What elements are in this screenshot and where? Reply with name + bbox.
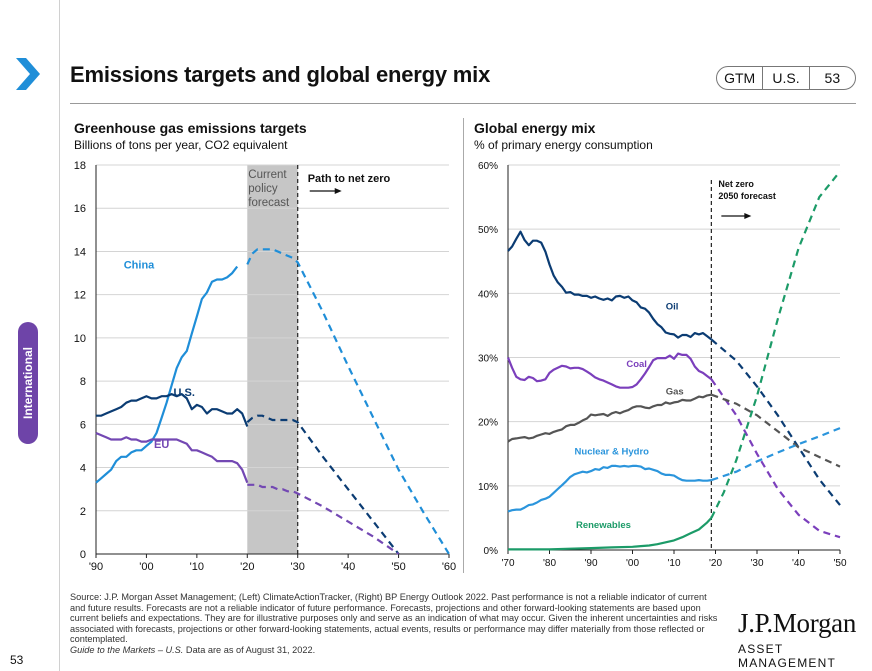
series-forecast-china [246,248,450,555]
y-tick-label: 20% [478,418,498,429]
x-tick-label: '10 [667,558,680,569]
y-tick-label: 8 [80,376,86,388]
gtm-badge: GTM U.S. 53 [716,66,856,90]
y-tick-label: 18 [74,160,86,172]
series-line-coal [506,352,713,389]
x-tick-label: '40 [341,561,355,573]
x-tick-label: '30 [291,561,305,573]
data-date: Data are as of August 31, 2022. [183,644,316,655]
x-tick-label: '30 [750,558,763,569]
page-number: 53 [10,653,24,667]
title-rule [70,103,856,104]
y-tick-label: 16 [74,203,86,215]
series-line-eu [95,431,249,484]
series-line-renewables [508,517,713,551]
series-forecast-eu [247,483,400,555]
series-label-u-s: U.S. [174,387,195,399]
logo-subtitle: ASSET MANAGEMENT [738,642,837,670]
series-label-eu: EU [154,439,169,451]
y-tick-label: 0 [80,549,86,561]
section-tab[interactable]: International [18,322,38,444]
left-margin-line [59,0,60,671]
series-label-china: China [124,260,155,272]
badge-region: U.S. [763,67,810,89]
y-tick-label: 10% [478,482,498,493]
x-tick-label: '00 [139,561,153,573]
x-tick-label: '40 [792,558,805,569]
left-chart-title: Greenhouse gas emissions targets [74,120,307,136]
series-line-gas [507,393,712,443]
y-tick-label: 50% [478,225,498,236]
band-label-line: forecast [248,197,290,209]
badge-gtm: GTM [717,67,764,89]
y-tick-label: 10 [74,333,86,345]
series-line-nuclear-hydro [507,464,712,513]
x-tick-label: '60 [442,561,456,573]
chart-divider [463,118,464,573]
x-tick-label: '10 [190,561,204,573]
y-tick-label: 4 [80,463,86,475]
x-tick-label: '00 [626,558,639,569]
y-tick-label: 60% [478,161,498,172]
net-zero-label-line: Net zero [718,179,754,189]
right-chart-subtitle: % of primary energy consumption [474,138,653,152]
y-tick-label: 6 [80,419,86,431]
x-tick-label: '20 [240,561,254,573]
y-tick-label: 40% [478,289,498,300]
x-tick-label: '70 [501,558,514,569]
jpmorgan-logo: J.P.Morgan [738,608,857,638]
x-tick-label: '90 [89,561,103,573]
net-zero-label-line: 2050 forecast [718,191,776,201]
guide-text: Guide to the Markets – U.S. [70,644,184,655]
source-note: Source: J.P. Morgan Asset Management; (L… [70,592,724,656]
series-line-china [95,265,239,484]
series-forecast-coal [710,378,841,539]
series-line-oil [507,230,713,341]
series-line-u-s [96,393,249,427]
x-tick-label: '90 [584,558,597,569]
band-label-line: Current [248,169,287,181]
x-tick-label: '20 [709,558,722,569]
path-to-net-zero-label: Path to net zero [308,173,391,185]
series-label-nuclear-hydro: Nuclear & Hydro [575,446,650,457]
series-label-coal: Coal [626,359,647,370]
badge-page: 53 [824,70,841,86]
x-tick-label: '50 [833,558,846,569]
right-chart-title: Global energy mix [474,120,596,136]
arrow-right-icon [334,188,342,194]
forecast-band [247,165,298,554]
page-title: Emissions targets and global energy mix [70,62,491,87]
y-tick-label: 2 [80,506,86,518]
series-forecast-renewables [710,170,841,519]
left-chart-subtitle: Billions of tons per year, CO2 equivalen… [74,138,288,152]
series-forecast-nuclear-hydro [711,427,841,482]
series-label-gas: Gas [666,387,684,398]
series-forecast-gas [711,393,841,468]
series-label-oil: Oil [666,301,679,312]
series-forecast-oil [710,338,841,506]
chevron-right-icon [16,58,40,90]
y-tick-label: 14 [74,246,86,258]
y-tick-label: 12 [74,290,86,302]
band-label-line: policy [248,183,278,195]
x-tick-label: '50 [391,561,405,573]
source-text: Source: J.P. Morgan Asset Management; (L… [70,592,718,645]
series-label-renewables: Renewables [576,520,631,531]
y-tick-label: 30% [478,354,498,365]
x-tick-label: '80 [543,558,556,569]
arrow-right-icon [744,213,752,219]
series-forecast-u-s [246,414,400,555]
y-tick-label: 0% [484,546,499,557]
